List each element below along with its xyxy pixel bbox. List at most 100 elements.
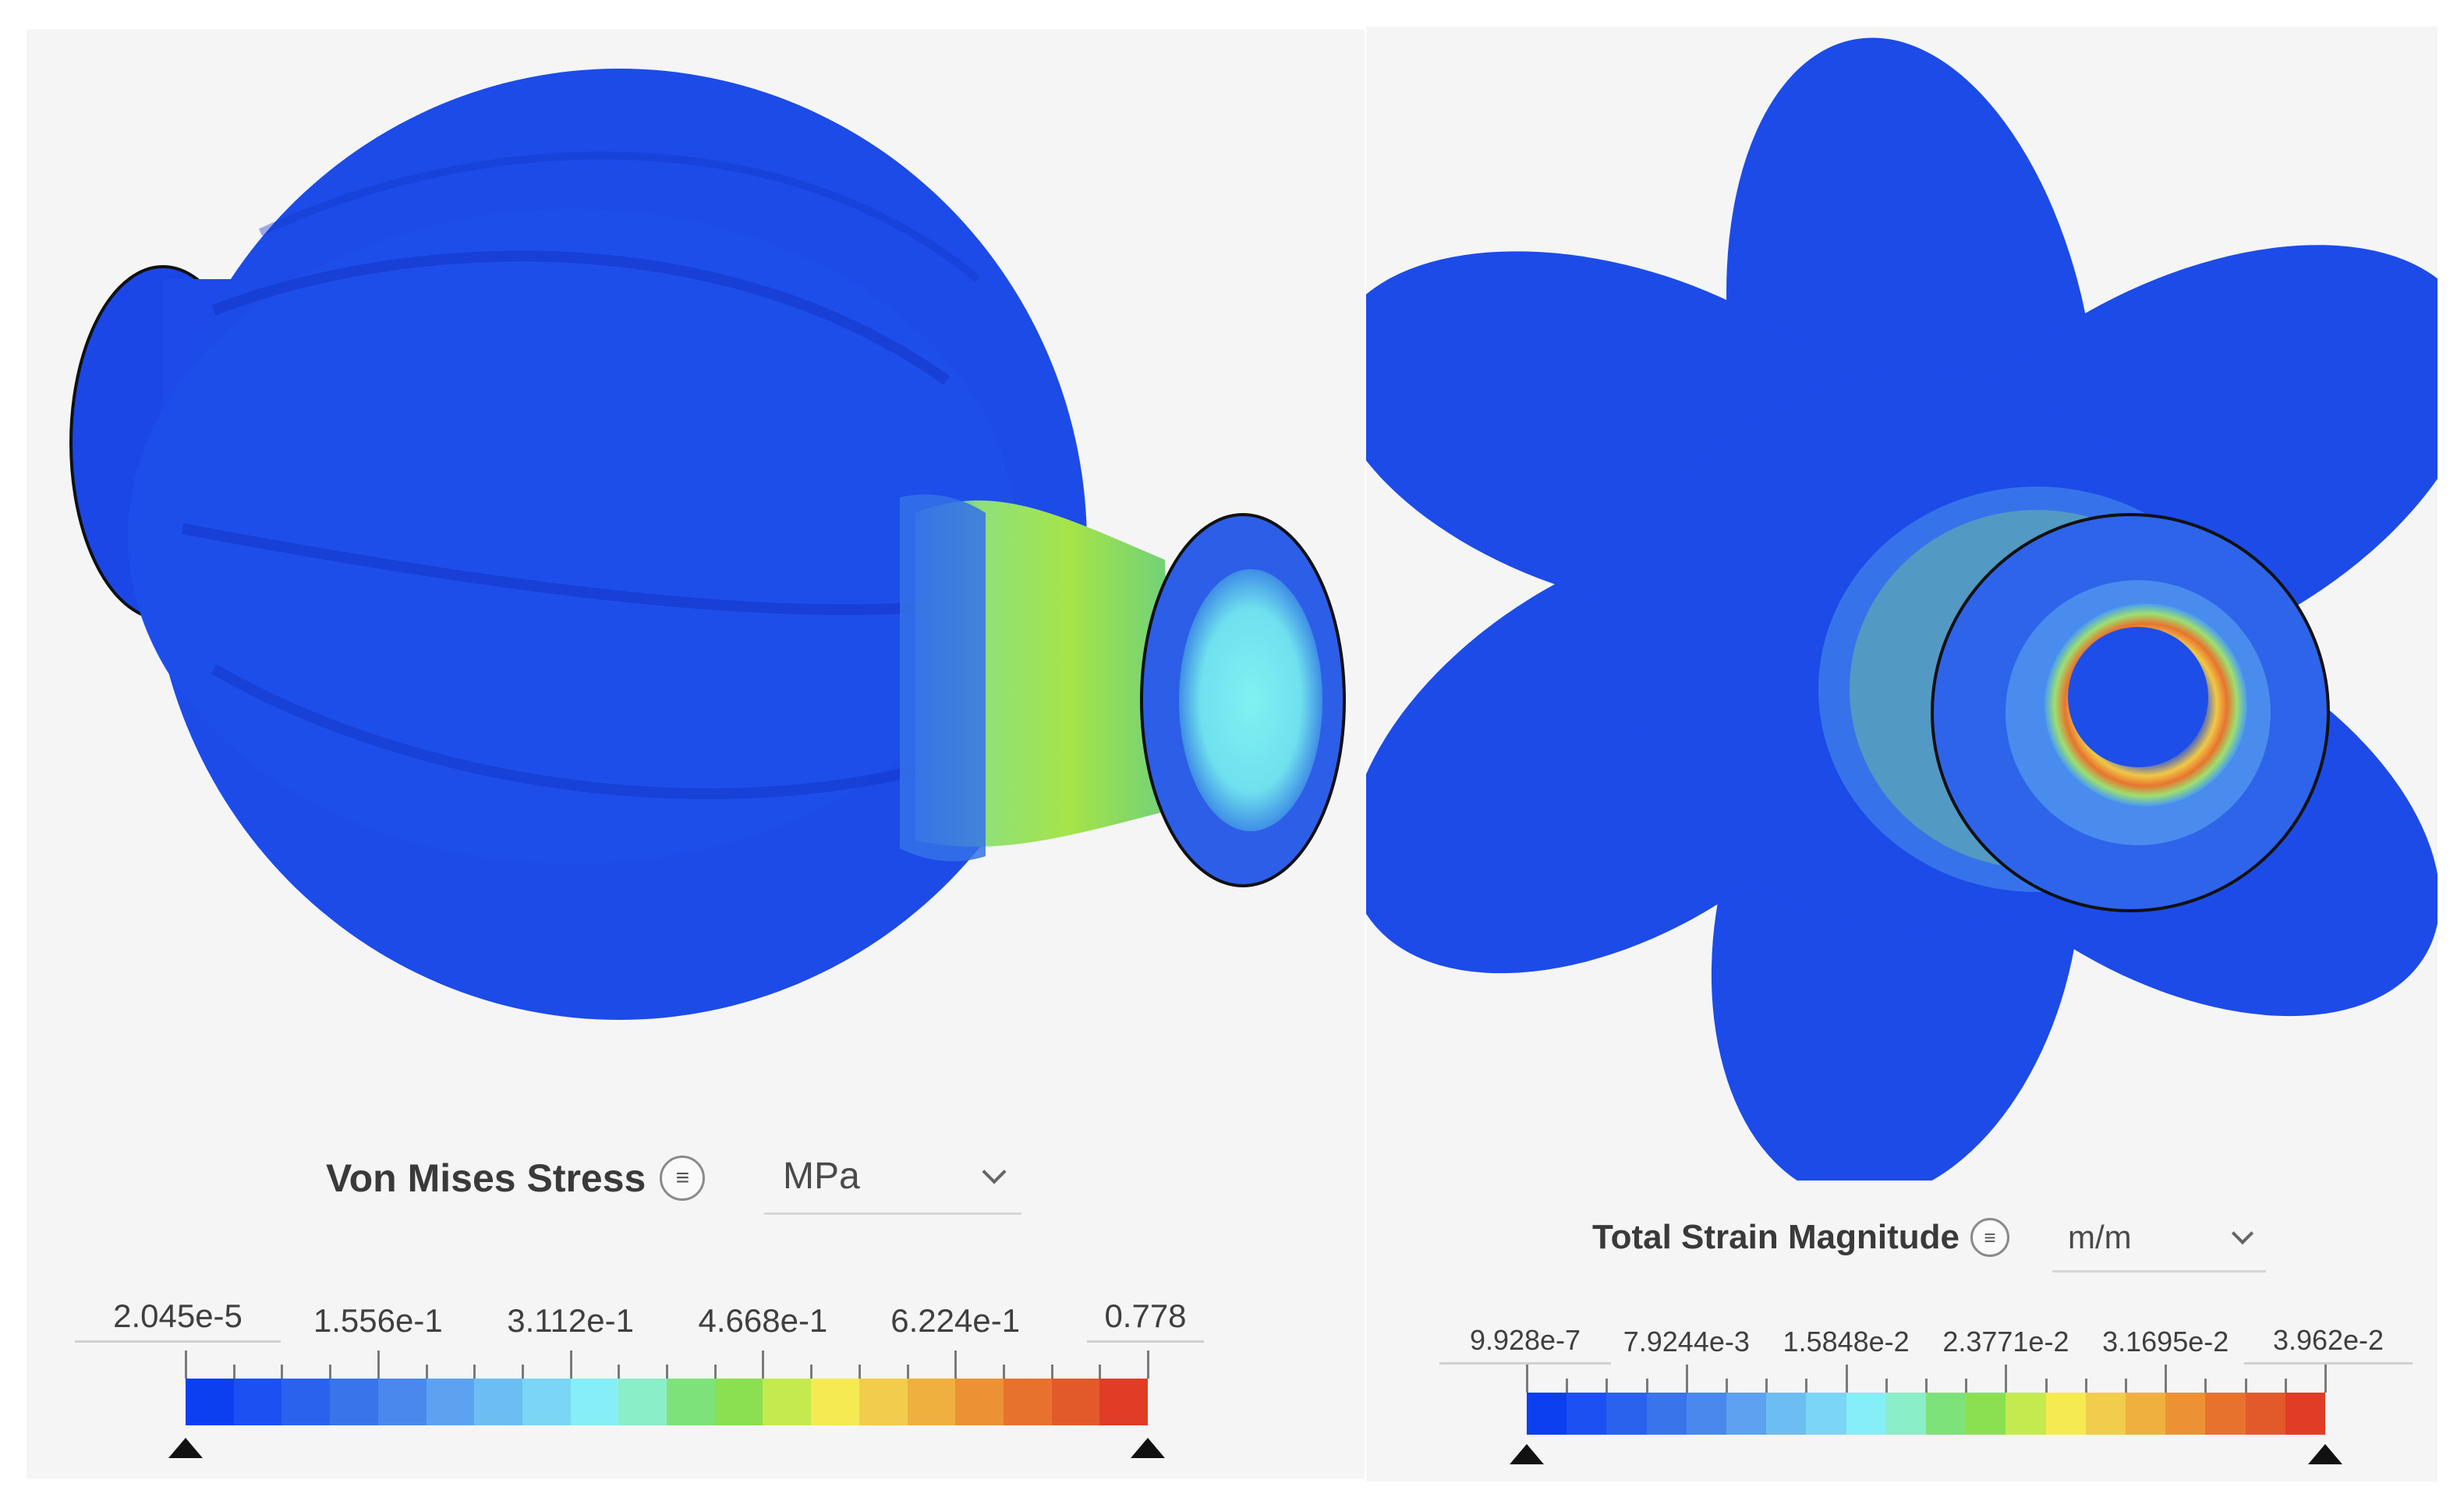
minor-tick [1099,1365,1102,1379]
colorbar-cell [955,1379,1004,1425]
right-result-panel: Total Strain Magnitude ≡ m/m 9.928e-7 3.… [1366,27,2437,1481]
colorbar-cell [1885,1393,1927,1435]
minor-tick [1925,1379,1928,1393]
colorbar-cell [859,1379,908,1425]
colorbar-cell [907,1379,956,1425]
colorbar-cell [330,1379,378,1425]
max-value-label: 3.962e-2 [2244,1324,2413,1365]
bore-hole [2068,627,2208,767]
major-tick [569,1350,572,1379]
colorbar-cell [1527,1393,1567,1435]
colorbar-cell [1926,1393,1967,1435]
colorbar [1527,1393,2326,1435]
main-bulb-core [128,209,1017,864]
colorbar [186,1379,1149,1425]
colorbar-cell [763,1379,812,1425]
major-tick [1147,1350,1149,1379]
unit-dropdown[interactable]: MPa [764,1140,1021,1215]
minor-tick [713,1365,717,1379]
legend-title: Total Strain Magnitude [1592,1218,1960,1256]
colorbar-cell [522,1379,571,1425]
colorbar-cell [1099,1379,1149,1425]
min-slider-handle[interactable] [1510,1444,1544,1464]
major-tick [2165,1365,2168,1393]
colorbar-cell [233,1379,282,1425]
tick-label: 1.556e-1 [313,1302,443,1339]
colorbar-cell [2085,1393,2126,1435]
max-value-label: 0.778 [1087,1297,1204,1343]
max-slider-handle[interactable] [2308,1444,2342,1464]
minor-tick [810,1365,813,1379]
unit-dropdown[interactable]: m/m [2052,1204,2266,1273]
strain-model-viewport[interactable] [1366,27,2437,1181]
tick-label: 4.668e-1 [698,1302,828,1339]
minor-tick [329,1365,332,1379]
colorbar-cell [426,1379,475,1425]
left-result-panel: Von Mises Stress ≡ MPa 2.045e-5 0.778 1.… [27,30,1365,1478]
major-tick [1685,1365,1688,1393]
minor-tick [281,1365,284,1379]
minor-tick [1965,1379,1968,1393]
colorbar-cell [281,1379,331,1425]
minor-tick [2125,1379,2127,1393]
minor-tick [618,1365,621,1379]
tick-marks [185,1347,1149,1379]
minor-tick [858,1365,861,1379]
stress-model-viewport[interactable] [27,30,1365,1137]
lobe-line-3 [211,664,948,799]
colorbar-cell [1646,1393,1687,1435]
colorbar-cell [2245,1393,2285,1435]
chevron-down-icon [982,1159,1007,1184]
max-slider-handle[interactable] [1131,1438,1165,1458]
colorbar-cell [377,1379,427,1425]
minor-tick [906,1365,909,1379]
colorbar-cell [2285,1393,2326,1435]
colorbar-cell [2006,1393,2046,1435]
colorbar-cell [1766,1393,1807,1435]
flange-inner [1179,569,1322,831]
minor-tick [1002,1365,1005,1379]
colorbar-cell [714,1379,763,1425]
minor-tick [2044,1379,2048,1393]
colorbar-cell [811,1379,859,1425]
colorbar-cell [186,1379,234,1425]
minor-tick [232,1365,235,1379]
colorbar-cell [2045,1393,2086,1435]
tick-label: 2.3771e-2 [1942,1326,2069,1358]
minor-tick [1805,1379,1808,1393]
minor-tick [473,1365,476,1379]
colorbar-cell [1846,1393,1886,1435]
minor-tick [666,1365,668,1379]
colorbar-cell [1567,1393,1607,1435]
strain-legend-header: Total Strain Magnitude ≡ [1592,1218,2009,1257]
colorbar-cell [1966,1393,2006,1435]
major-tick [377,1350,380,1379]
minor-tick [1566,1379,1569,1393]
tick-label: 1.5848e-2 [1783,1326,1910,1358]
tick-label: 3.112e-1 [507,1302,634,1339]
minor-tick [1726,1379,1728,1393]
colorbar-cell [1686,1393,1727,1435]
minor-tick [2084,1379,2087,1393]
colorbar-cell [1726,1393,1767,1435]
min-slider-handle[interactable] [168,1438,203,1458]
major-tick [2324,1365,2327,1393]
list-icon[interactable]: ≡ [660,1156,706,1201]
colorbar-cell [2205,1393,2246,1435]
list-icon[interactable]: ≡ [1970,1218,2009,1257]
minor-tick [425,1365,428,1379]
tick-label: 6.224e-1 [890,1302,1021,1339]
colorbar-cell [1003,1379,1052,1425]
chevron-down-icon [2231,1222,2254,1244]
unit-value: MPa [783,1156,860,1197]
colorbar-cell [1051,1379,1100,1425]
tick-label: 7.9244e-3 [1623,1326,1750,1358]
major-tick [2005,1365,2008,1393]
min-value-label: 9.928e-7 [1439,1324,1611,1365]
stress-legend-header: Von Mises Stress ≡ [326,1156,706,1201]
major-tick [1526,1365,1528,1393]
minor-tick [1050,1365,1053,1379]
major-tick [762,1350,765,1379]
colorbar-cell [618,1379,667,1425]
colorbar-cell [2126,1393,2166,1435]
